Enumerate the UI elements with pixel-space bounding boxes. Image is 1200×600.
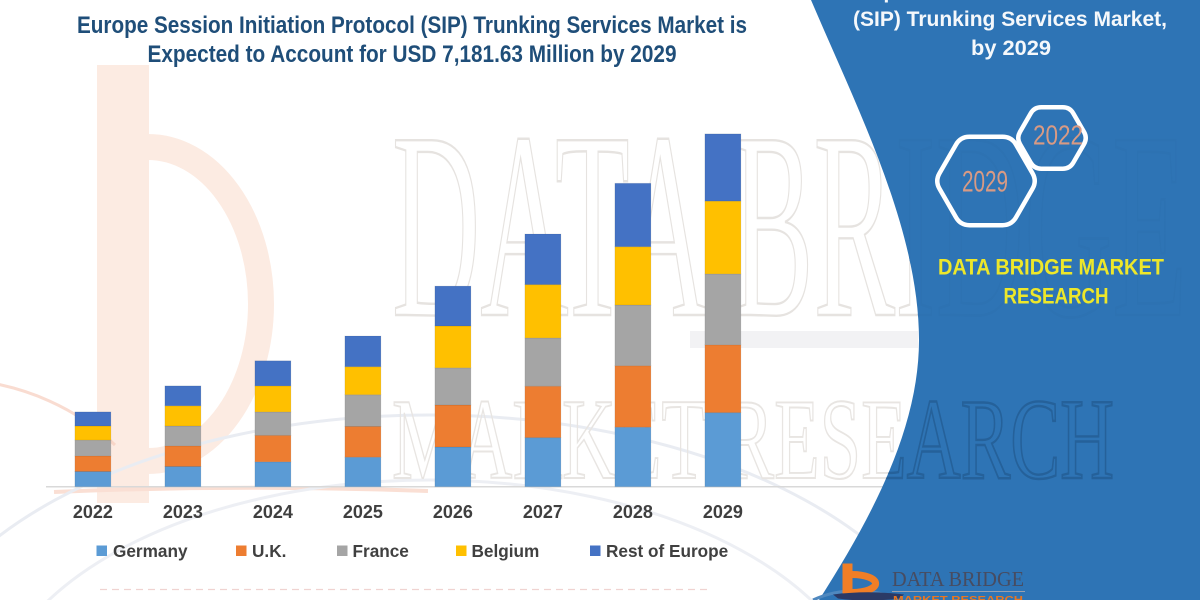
- svg-text:France: France: [353, 541, 409, 561]
- svg-text:2025: 2025: [343, 502, 383, 522]
- svg-text:2022: 2022: [1033, 120, 1083, 151]
- svg-text:2028: 2028: [613, 502, 653, 522]
- svg-text:Germany: Germany: [113, 541, 188, 561]
- svg-text:Europe Session Initiation Prot: Europe Session Initiation Protocol: [834, 0, 1185, 3]
- svg-text:Expected to Account for USD 7,: Expected to Account for USD 7,181.63 Mil…: [148, 41, 677, 68]
- svg-text:(SIP) Trunking Services Market: (SIP) Trunking Services Market,: [853, 7, 1167, 31]
- svg-text:DATA BRIDGE MARKET: DATA BRIDGE MARKET: [938, 255, 1164, 280]
- svg-text:RESEARCH: RESEARCH: [1004, 284, 1109, 309]
- svg-text:2026: 2026: [433, 502, 473, 522]
- svg-text:2029: 2029: [703, 502, 743, 522]
- svg-text:Rest of Europe: Rest of Europe: [606, 541, 728, 561]
- svg-text:Belgium: Belgium: [472, 541, 540, 561]
- svg-text:2022: 2022: [73, 502, 113, 522]
- svg-text:MARKET RESEARCH: MARKET RESEARCH: [893, 594, 1023, 600]
- svg-text:2027: 2027: [523, 502, 563, 522]
- svg-text:2023: 2023: [163, 502, 203, 522]
- svg-text:Europe Session Initiation Prot: Europe Session Initiation Protocol (SIP)…: [77, 12, 747, 39]
- svg-text:DATA BRIDGE: DATA BRIDGE: [892, 567, 1024, 591]
- svg-text:2029: 2029: [962, 166, 1008, 199]
- svg-text:2024: 2024: [253, 502, 293, 522]
- svg-text:by 2029: by 2029: [971, 36, 1051, 60]
- svg-text:U.K.: U.K.: [252, 541, 286, 561]
